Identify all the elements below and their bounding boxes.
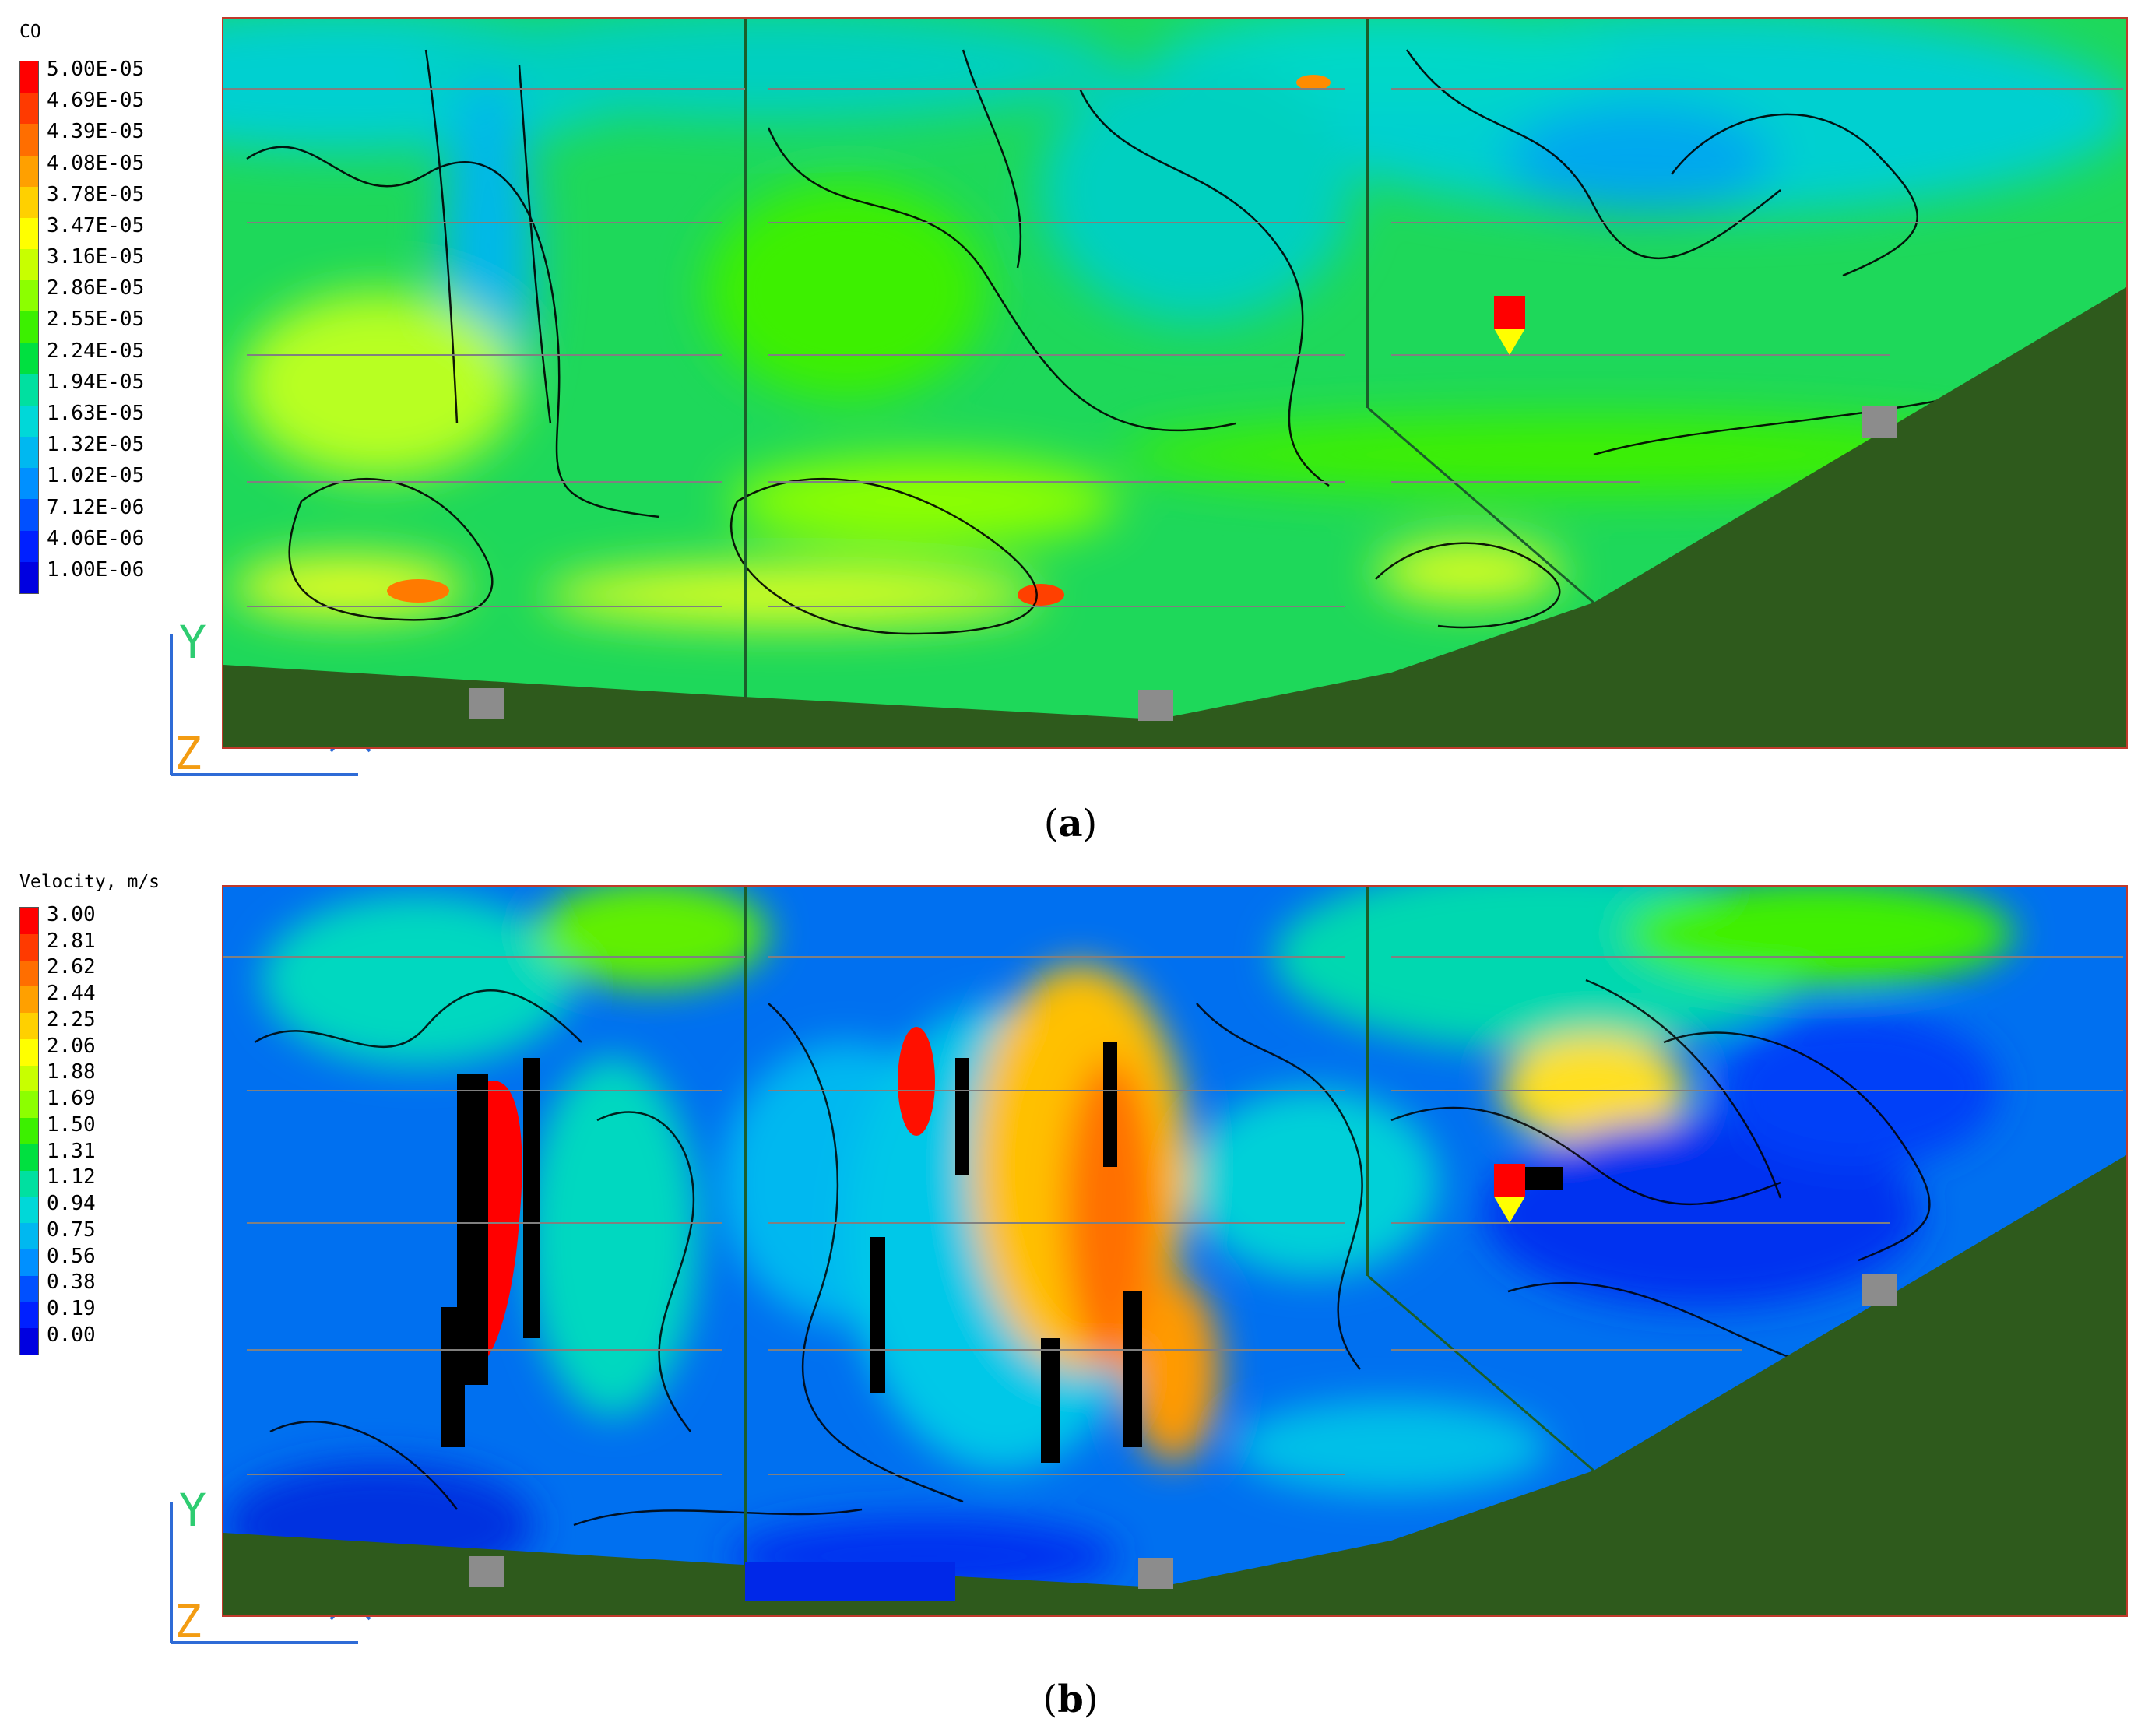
colorbar-segment [20, 468, 38, 500]
contour-plot-a [29, 11, 2131, 749]
colorbar-segment [20, 1328, 38, 1355]
colorbar-tick-label: 0.56 [47, 1244, 96, 1268]
colorbar-segment [20, 960, 38, 987]
colorbar-segment [20, 1170, 38, 1197]
axis-y-label: Y [179, 619, 206, 669]
colorbar-segment [20, 1197, 38, 1223]
colorbar-segment [20, 1038, 38, 1066]
caption-b: (b) [1042, 1678, 1099, 1721]
colorbar-tick-label: 2.55E-05 [47, 307, 145, 332]
contour-svg-a [29, 11, 2131, 747]
colorbar-tick-label: 0.94 [47, 1192, 96, 1216]
colorbar-segment [20, 561, 38, 593]
legend-title: Velocity, m/s [19, 872, 160, 892]
colorbar-tick-label: 0.75 [47, 1218, 96, 1242]
colorbar-tick-label: 1.63E-05 [47, 401, 145, 425]
colorbar-tick-label: 0.38 [47, 1270, 96, 1295]
colorbar [19, 907, 39, 1355]
colorbar-segment [20, 61, 38, 93]
colorbar-tick-label: 3.47E-05 [47, 213, 145, 237]
colorbar-segment [20, 530, 38, 562]
axis-z-label: Z [174, 727, 202, 780]
colorbar-tick-label: 4.08E-05 [47, 151, 145, 175]
colorbar-tick-label: 1.50 [47, 1112, 96, 1137]
axis-y-label: Y [179, 1487, 206, 1537]
colorbar-tick-label: 2.62 [47, 955, 96, 979]
caption-a: (a) [1043, 802, 1098, 845]
colorbar-segment [20, 1223, 38, 1249]
colorbar-segment [20, 499, 38, 531]
colorbar-segment [20, 1118, 38, 1144]
colorbar-segment [20, 93, 38, 125]
colorbar-segment [20, 186, 38, 218]
colorbar-tick-label: 3.16E-05 [47, 245, 145, 269]
colorbar-segment [20, 1013, 38, 1039]
colorbar [19, 61, 39, 594]
panel-b-velocity-contour: Velocity, m/s 3.00 2.81 2.62 2.44 2.25 2.06 1.… [0, 863, 2141, 1736]
colorbar-tick-label: 3.00 [47, 902, 96, 926]
colorbar-tick-label: 0.00 [47, 1323, 96, 1347]
contour-svg-b [223, 863, 2126, 1615]
colorbar-tick-label: 1.69 [47, 1087, 96, 1111]
colorbar-tick-label: 1.88 [47, 1060, 96, 1084]
colorbar-tick-label: 3.78E-05 [47, 182, 145, 206]
colorbar-segment [20, 124, 38, 156]
colorbar-segment [20, 1144, 38, 1171]
colorbar-segment [20, 405, 38, 438]
axis-triad: Y Z [163, 1484, 374, 1653]
colorbar-segment [20, 343, 38, 374]
colorbar-tick-label: 2.24E-05 [47, 339, 145, 363]
colorbar-tick-label: 2.86E-05 [47, 276, 145, 300]
contour-plot-b [222, 863, 2128, 1617]
colorbar-segment [20, 1091, 38, 1118]
colorbar-tick-label: 1.12 [47, 1165, 96, 1190]
colorbar-segment [20, 311, 38, 343]
colorbar-tick-label: 2.44 [47, 982, 96, 1006]
colorbar-tick-label: 1.00E-06 [47, 557, 145, 582]
colorbar-segment [20, 374, 38, 406]
colorbar-tick-label: 2.25 [47, 1007, 96, 1031]
colorbar-tick-label: 1.31 [47, 1139, 96, 1163]
colorbar-tick-label: 4.69E-05 [47, 89, 145, 113]
colorbar-tick-label: 4.06E-06 [47, 526, 145, 550]
panel-a-co-contour: CO 5.00E-05 4.69E-05 4.39E-05 4.08E-05 3.78E… [0, 0, 2141, 864]
colorbar-segment [20, 986, 38, 1013]
colorbar-segment [20, 1302, 38, 1328]
colorbar-segment [20, 1275, 38, 1302]
colorbar-segment [20, 908, 38, 934]
colorbar-tick-label: 2.06 [47, 1034, 96, 1058]
colorbar-segment [20, 280, 38, 312]
colorbar-segment [20, 437, 38, 469]
colorbar-tick-label: 0.19 [47, 1297, 96, 1321]
axis-triad: Y Z [163, 616, 374, 785]
colorbar-tick-label: 7.12E-06 [47, 495, 145, 519]
colorbar-segment [20, 217, 38, 250]
colorbar-tick-label: 4.39E-05 [47, 120, 145, 144]
colorbar-tick-label: 1.94E-05 [47, 370, 145, 394]
legend-title: CO [19, 22, 41, 42]
colorbar-segment [20, 933, 38, 961]
colorbar-segment [20, 1065, 38, 1092]
colorbar-tick-label: 1.02E-05 [47, 464, 145, 488]
colorbar-segment [20, 1249, 38, 1276]
colorbar-segment [20, 249, 38, 281]
colorbar-tick-label: 2.81 [47, 929, 96, 953]
colorbar-tick-label: 5.00E-05 [47, 58, 145, 82]
colorbar-segment [20, 155, 38, 187]
colorbar-tick-label: 1.32E-05 [47, 433, 145, 457]
axis-z-label: Z [174, 1595, 202, 1648]
